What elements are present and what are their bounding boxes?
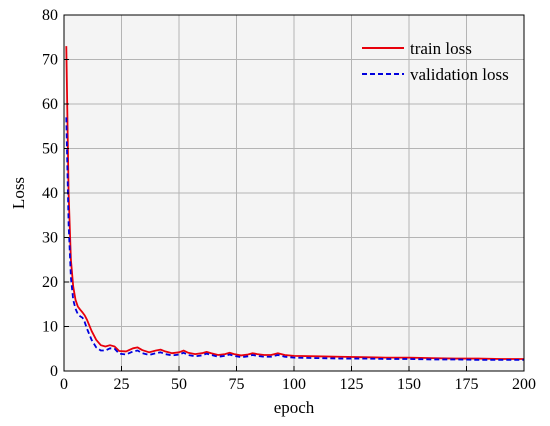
legend-validation-label: validation loss bbox=[410, 65, 509, 84]
legend: train loss validation loss bbox=[362, 39, 509, 84]
x-tick-label: 25 bbox=[114, 376, 130, 393]
x-tick-label: 100 bbox=[282, 376, 306, 393]
validation-loss-line bbox=[65, 117, 524, 361]
y-tick-label: 30 bbox=[42, 230, 58, 247]
y-tick-label: 70 bbox=[42, 52, 58, 69]
train-loss-line bbox=[65, 46, 524, 360]
axis-ticks: 0 25 50 75 100 125 150 175 200 0 10 20 30 40 50 60 70 80 bbox=[42, 7, 536, 393]
x-tick-label: 50 bbox=[171, 376, 187, 393]
x-tick-label: 200 bbox=[512, 376, 536, 393]
y-tick-label: 10 bbox=[42, 319, 58, 336]
x-tick-label: 175 bbox=[455, 376, 479, 393]
y-tick-label: 80 bbox=[42, 7, 58, 24]
grid bbox=[64, 15, 524, 371]
y-tick-label: 20 bbox=[42, 274, 58, 291]
x-tick-label: 150 bbox=[397, 376, 421, 393]
y-tick-label: 60 bbox=[42, 96, 58, 113]
series-lines bbox=[65, 46, 524, 361]
legend-train-label: train loss bbox=[410, 39, 472, 58]
y-tick-label: 0 bbox=[50, 363, 58, 380]
x-tick-label: 75 bbox=[229, 376, 245, 393]
x-tick-label: 0 bbox=[60, 376, 68, 393]
y-axis-label: Loss bbox=[9, 177, 28, 209]
x-tick-label: 125 bbox=[340, 376, 364, 393]
y-tick-label: 50 bbox=[42, 141, 58, 158]
x-axis-label: epoch bbox=[274, 398, 315, 417]
y-tick-label: 40 bbox=[42, 185, 58, 202]
